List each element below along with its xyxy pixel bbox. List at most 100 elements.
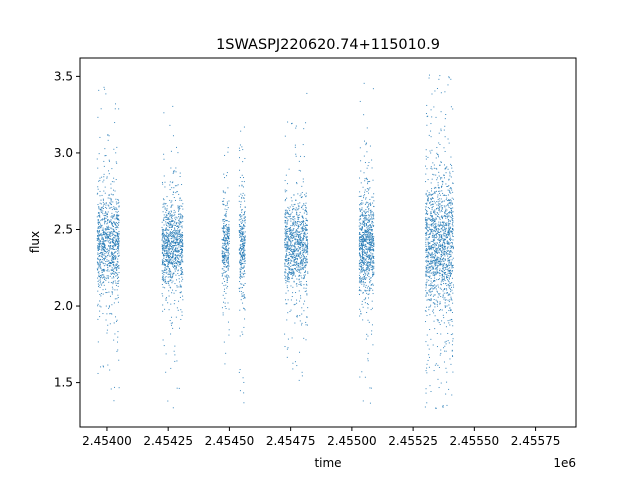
data-point (241, 219, 243, 221)
data-point (368, 188, 370, 190)
data-point (288, 281, 290, 283)
data-point (100, 276, 102, 278)
data-point (299, 320, 301, 322)
data-point (99, 136, 101, 138)
data-point (180, 267, 182, 268)
data-point (440, 128, 442, 130)
data-point (428, 306, 430, 308)
data-point (289, 310, 291, 312)
data-point (223, 238, 225, 240)
data-point (447, 237, 449, 239)
data-point (294, 222, 296, 224)
data-point (224, 249, 226, 251)
data-point (225, 255, 227, 257)
data-point (224, 248, 226, 250)
data-point (97, 248, 99, 250)
data-point (286, 212, 288, 214)
data-point (290, 299, 292, 301)
data-point (298, 243, 300, 245)
data-point (228, 231, 230, 233)
data-point (103, 231, 105, 233)
data-point (172, 172, 174, 174)
data-point (300, 252, 302, 254)
data-point (452, 292, 454, 294)
data-point (364, 191, 366, 193)
data-point (360, 266, 362, 268)
data-point (284, 229, 286, 231)
data-point (181, 251, 183, 253)
data-point (244, 231, 246, 233)
data-point (103, 86, 105, 88)
data-point (360, 255, 362, 257)
data-point (299, 252, 301, 253)
data-point (285, 217, 287, 219)
data-point (177, 273, 179, 275)
data-point (285, 272, 287, 274)
data-point (432, 224, 434, 226)
data-point (445, 393, 447, 395)
data-point (452, 325, 454, 327)
data-point (110, 252, 112, 254)
data-point (239, 244, 241, 246)
data-point (243, 271, 245, 273)
data-point (165, 252, 167, 254)
data-point (452, 257, 454, 259)
data-point (223, 266, 225, 268)
data-point (113, 258, 115, 260)
data-point (166, 232, 168, 234)
data-point (99, 259, 101, 261)
data-point (105, 229, 107, 231)
data-point (362, 267, 364, 269)
data-point (360, 245, 362, 247)
data-point (170, 253, 172, 255)
data-point (179, 199, 181, 201)
data-point (287, 238, 289, 240)
data-point (286, 285, 288, 287)
data-point (179, 221, 181, 223)
data-point (449, 267, 451, 269)
data-point (429, 277, 431, 279)
data-point (362, 254, 364, 256)
data-point (222, 230, 224, 232)
data-point (359, 277, 361, 279)
data-point (181, 184, 183, 186)
data-point (228, 265, 230, 267)
data-point (434, 251, 436, 253)
data-point (428, 366, 430, 368)
data-point (364, 277, 366, 279)
data-point (301, 324, 303, 326)
data-point (163, 253, 165, 255)
data-point (97, 246, 99, 248)
data-point (293, 256, 295, 258)
data-point (104, 192, 106, 194)
data-point (113, 400, 115, 402)
data-point (240, 232, 242, 234)
data-point (368, 255, 370, 257)
data-point (117, 266, 119, 268)
data-point (367, 221, 369, 223)
data-point (299, 244, 301, 246)
data-point (300, 256, 302, 258)
data-point (227, 254, 229, 256)
data-point (164, 243, 166, 245)
data-point (425, 260, 427, 262)
data-point (224, 363, 226, 365)
data-point (368, 209, 370, 211)
data-point (362, 267, 364, 269)
data-point (241, 181, 243, 183)
data-point (104, 228, 106, 230)
data-point (177, 270, 179, 272)
data-point (243, 250, 245, 252)
data-point (295, 224, 297, 226)
data-point (296, 247, 298, 249)
data-point (180, 285, 182, 287)
data-point (358, 246, 360, 248)
data-point (162, 246, 164, 248)
data-point (113, 230, 115, 232)
data-point (243, 308, 245, 310)
data-point (284, 233, 286, 235)
data-point (108, 228, 110, 230)
data-point (434, 226, 436, 228)
data-point (425, 287, 427, 289)
data-point (162, 230, 164, 232)
